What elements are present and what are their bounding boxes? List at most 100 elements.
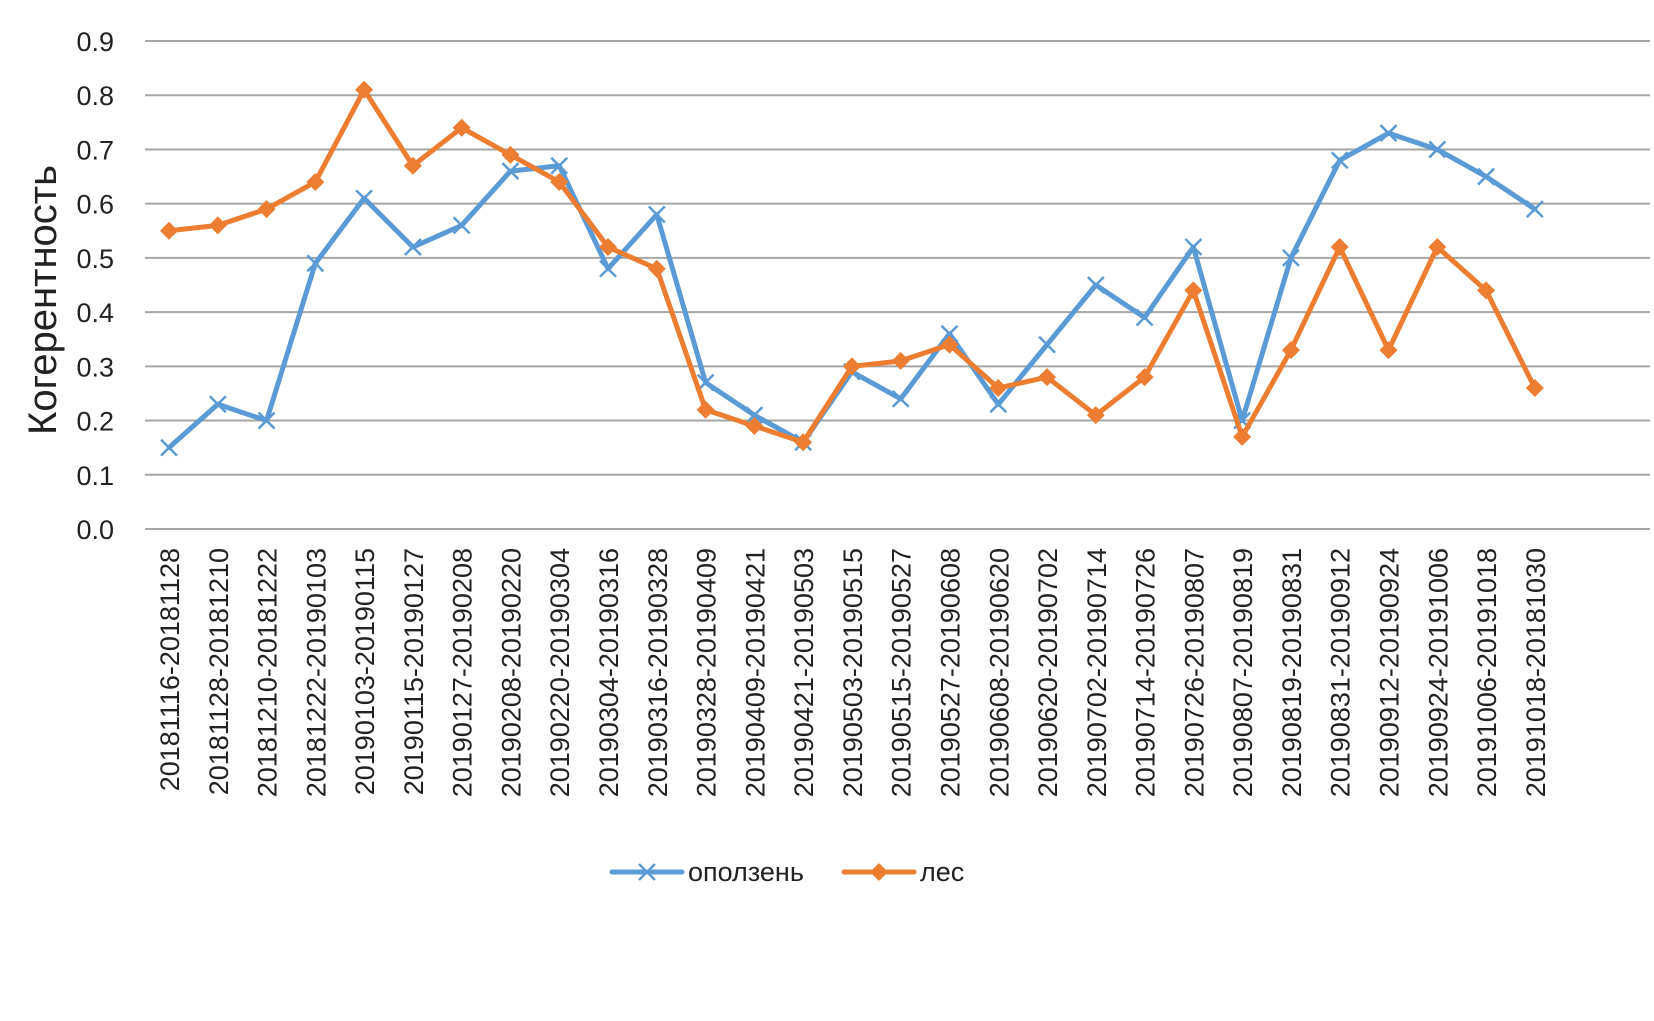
y-tick-label: 0.4 [76,298,114,328]
gridlines [145,40,1650,530]
data-point [1135,368,1154,387]
data-point [1428,238,1447,257]
data-point [599,238,618,257]
data-point [1282,249,1300,267]
data-point [1330,151,1349,170]
data-point [940,335,959,354]
x-axis-tick-labels: 20181116-20181128 20181128-20181210 201812… [155,548,1551,797]
data-point [160,438,178,457]
y-tick-label: 0.2 [76,407,114,437]
data-point [452,118,471,137]
series-lines [160,80,1544,457]
data-point [891,351,910,370]
series-1 [160,80,1544,452]
x-tick-label: 20190807-20190819 [1228,548,1258,797]
x-tick-label: 20190115-20190127 [399,548,429,795]
x-tick-label: 20190819-20190831 [1277,548,1307,797]
data-point [1525,379,1544,398]
y-tick-label: 0.3 [76,352,114,382]
data-point [1184,238,1203,256]
data-point [1135,308,1154,327]
data-point [989,379,1008,398]
x-tick-label: 20190103-20190115 [350,548,380,795]
x-tick-label: 20191006-20191018 [1472,548,1502,797]
x-tick-label: 20181210-20181222 [253,548,283,797]
legend-item: оползень [609,857,804,887]
data-point [989,395,1008,414]
y-tick-label: 0.1 [76,461,114,491]
x-tick-label: 20190608-20190620 [984,548,1014,797]
data-point [1477,167,1495,186]
x-tick-label: 20190304-20190316 [594,548,624,797]
data-point [891,389,910,408]
data-point [794,433,813,452]
legend: оползень лес [609,857,964,887]
data-point [1428,140,1447,159]
series-line [166,130,1538,451]
data-point [1086,406,1105,425]
data-point [1477,281,1496,300]
data-point [842,357,861,376]
data-point [403,156,422,175]
data-point [1184,281,1203,300]
data-point [208,216,227,235]
legend-marker [870,863,888,881]
data-point [745,406,764,425]
data-point [1038,335,1056,354]
x-tick-label: 20190527-20190608 [935,548,965,797]
x-tick-label: 20181128-20181210 [204,548,234,795]
data-point [452,216,471,235]
data-point [501,162,520,181]
x-tick-label: 20190127-20190208 [448,548,478,797]
x-tick-label: 20181222-20190103 [301,548,331,797]
legend-marker [638,863,656,881]
x-tick-label: 20190328-20190409 [692,548,722,797]
data-point [1233,427,1252,446]
x-tick-label: 20190208-20190220 [496,548,526,797]
y-tick-label: 0.6 [76,190,114,220]
data-point [208,395,227,414]
y-axis-tick-labels: 0.0 0.1 0.2 0.3 0.4 0.5 0.6 0.7 0.8 0.9 [76,27,114,545]
x-tick-label: 20190726-20190807 [1179,548,1209,797]
data-point [501,145,520,164]
y-tick-label: 0.0 [76,515,114,545]
x-tick-label: 20181116-20181128 [155,548,185,791]
x-tick-label: 20190515-20190527 [887,548,917,797]
data-point [257,200,276,219]
data-point [647,259,666,278]
data-point [306,172,325,191]
data-point [404,238,422,256]
data-point [306,254,325,273]
x-tick-label: 20190714-20190726 [1131,548,1161,797]
data-point [257,411,276,430]
data-point [647,205,666,224]
legend-label: оползень [688,857,804,887]
x-tick-label: 20190503-20190515 [838,548,868,797]
x-tick-label: 20190220-20190304 [545,548,575,797]
data-point [1038,368,1057,387]
data-point [1086,276,1105,294]
data-point [160,221,178,240]
data-point [1525,200,1544,218]
legend-label: лес [920,857,964,887]
data-point [1330,238,1349,257]
data-point [940,324,959,343]
x-tick-label: 20190620-20190702 [1033,548,1063,797]
series-0 [160,124,1544,457]
data-point [355,80,374,99]
data-point [1379,124,1398,143]
data-point [745,416,764,435]
y-tick-label: 0.7 [76,135,114,165]
y-tick-label: 0.9 [76,27,114,57]
y-tick-label: 0.8 [76,81,114,111]
x-tick-label: 20190409-20190421 [740,548,770,797]
data-point [696,400,715,419]
data-point [1281,341,1300,360]
y-tick-label: 0.5 [76,244,114,274]
series-line [166,87,1538,445]
x-tick-label: 20190912-20190924 [1375,548,1405,797]
x-tick-label: 20191018-20181030 [1521,548,1551,797]
x-tick-label: 20190702-20190714 [1082,548,1112,797]
y-axis-title: Когерентность [21,165,65,435]
